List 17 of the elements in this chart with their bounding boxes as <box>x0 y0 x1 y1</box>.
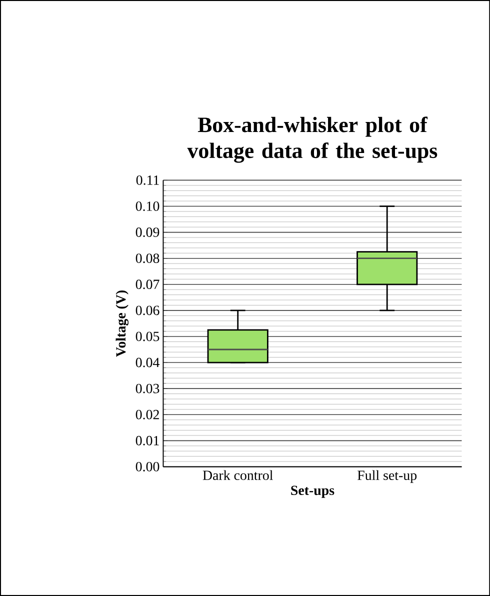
y-tick-label: 0.05 <box>136 332 160 342</box>
y-axis-title: Voltage (V) <box>116 290 128 357</box>
y-tick-label: 0.00 <box>136 462 160 472</box>
x-tick-label: Full set-up <box>357 470 416 483</box>
y-tick-label: 0.10 <box>136 202 160 211</box>
y-tick-label: 0.08 <box>136 254 160 264</box>
chart-title: Box-and-whisker plot of voltage data of the set-ups <box>187 116 438 163</box>
y-tick-label: 0.04 <box>136 358 160 368</box>
y-tick-label: 0.07 <box>136 280 160 290</box>
x-axis-title: Set-ups <box>291 486 334 498</box>
y-tick-label: 0.11 <box>136 175 159 185</box>
y-tick-label: 0.02 <box>136 410 159 420</box>
y-tick-label: 0.01 <box>136 436 159 446</box>
y-tick-label: 0.03 <box>136 384 160 394</box>
x-tick-label: Dark control <box>202 470 273 480</box>
y-tick-label: 0.09 <box>136 228 160 238</box>
y-tick-label: 0.06 <box>136 306 160 316</box>
